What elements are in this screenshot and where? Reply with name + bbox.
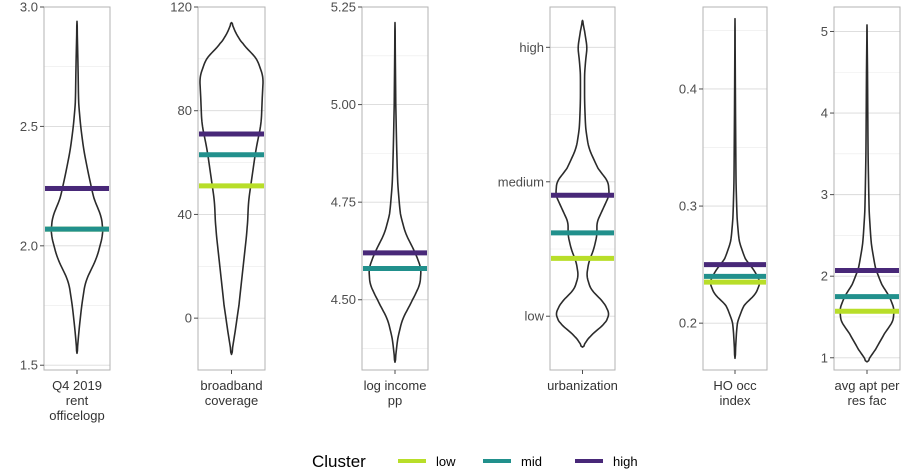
y-tick-label: 4 xyxy=(821,106,828,121)
y-tick-label: 4.75 xyxy=(331,195,356,210)
legend-label-mid: mid xyxy=(521,454,542,469)
x-axis-label: officelogp xyxy=(49,408,104,423)
legend: Cluster low mid high xyxy=(312,452,638,471)
y-tick-label: 2.0 xyxy=(20,238,38,253)
y-tick-label: 3.0 xyxy=(20,0,38,15)
y-tick-label: low xyxy=(524,309,544,324)
y-tick-label: 5 xyxy=(821,24,828,39)
panel-urbanization: low medium high urbanization xyxy=(498,6,618,393)
x-axis-label: res fac xyxy=(847,393,887,408)
y-tick-label: 3 xyxy=(821,187,828,202)
x-axis-label: log income xyxy=(364,378,427,393)
x-axis-label: broadband xyxy=(200,378,262,393)
violin-broadband xyxy=(199,21,264,356)
y-tick-label: high xyxy=(519,40,544,55)
y-tick-label: 5.00 xyxy=(331,97,356,112)
legend-label-low: low xyxy=(436,454,456,469)
x-axis-label: coverage xyxy=(205,393,258,408)
y-tick-label: 1.5 xyxy=(20,358,38,373)
x-axis-label: urbanization xyxy=(547,378,618,393)
panels: 1.52.02.53.0Q4 2019rentofficelogp0408012… xyxy=(20,0,901,423)
y-tick-label: 2 xyxy=(821,269,828,284)
y-tick-label: 0.2 xyxy=(679,316,697,331)
y-tick-label: 40 xyxy=(178,207,192,222)
y-tick-label: medium xyxy=(498,174,544,189)
x-axis-label: avg apt per xyxy=(834,378,900,393)
x-axis-label: rent xyxy=(66,393,89,408)
legend-title: Cluster xyxy=(312,452,366,471)
violin-urbanization xyxy=(555,19,610,348)
y-tick-label: 0.4 xyxy=(679,81,697,96)
violin-hoocc xyxy=(709,17,761,360)
y-tick-label: 1 xyxy=(821,350,828,365)
panel-border xyxy=(549,6,616,371)
y-tick-label: 2.5 xyxy=(20,119,38,134)
y-tick-label: 0 xyxy=(185,311,192,326)
y-tick-label: 120 xyxy=(170,0,192,15)
y-tick-label: 80 xyxy=(178,103,192,118)
violin-income xyxy=(368,21,422,363)
violin-rent xyxy=(50,20,104,355)
x-axis-label: pp xyxy=(388,393,402,408)
legend-label-high: high xyxy=(613,454,638,469)
x-axis-label: index xyxy=(719,393,751,408)
y-tick-label: 0.3 xyxy=(679,199,697,214)
y-tick-label: 4.50 xyxy=(331,292,356,307)
x-axis-label: Q4 2019 xyxy=(52,378,102,393)
x-axis-label: HO occ xyxy=(713,378,757,393)
panel-border xyxy=(197,6,266,371)
y-tick-label: 5.25 xyxy=(331,0,356,15)
